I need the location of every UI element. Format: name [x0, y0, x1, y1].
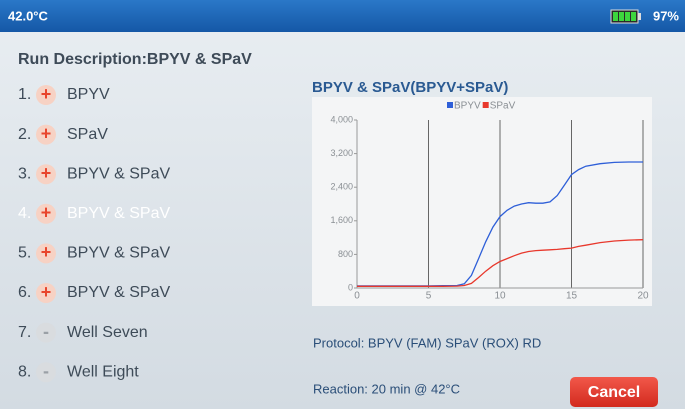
x-tick-label: 20	[637, 291, 649, 302]
well-icon[interactable]	[36, 362, 56, 383]
well-label[interactable]: BPYV & SPaV	[67, 165, 170, 182]
well-icon[interactable]	[36, 283, 56, 303]
well-icon[interactable]	[36, 243, 56, 264]
legend-label: SPaV	[490, 101, 516, 112]
well-number[interactable]: 2.	[18, 126, 31, 143]
battery-level: 97%	[653, 8, 679, 23]
cancel-button[interactable]: Cancel	[570, 377, 658, 407]
well-label[interactable]: Well Seven	[67, 324, 148, 341]
well-number[interactable]: 3.	[18, 165, 31, 182]
well-label[interactable]: SPaV	[67, 126, 108, 143]
well-item[interactable]: 1. + BPYV	[18, 84, 110, 105]
well-sign[interactable]: -	[43, 361, 49, 381]
well-number[interactable]: 1.	[18, 86, 31, 103]
y-tick-label: 1,600	[330, 215, 353, 225]
x-tick-label: 5	[426, 291, 432, 302]
x-tick-label: 0	[354, 291, 360, 302]
legend-swatch	[482, 102, 489, 108]
well-item[interactable]: 5. + BPYV & SPaV	[18, 242, 170, 264]
well-number[interactable]: 6.	[18, 284, 31, 301]
y-tick-label: 0	[348, 282, 353, 292]
well-sign[interactable]: +	[41, 123, 52, 143]
well-number[interactable]: 8.	[18, 363, 31, 380]
run-description: Run Description:BPYV & SPaV	[18, 51, 252, 68]
well-icon[interactable]	[36, 164, 56, 185]
well-sign[interactable]: -	[43, 321, 49, 341]
data-line	[357, 239, 644, 287]
cancel-label[interactable]: Cancel	[588, 384, 640, 401]
well-item[interactable]: 8. - Well Eight	[18, 361, 139, 383]
cancel-button-bg[interactable]	[570, 377, 658, 407]
well-label[interactable]: BPYV	[67, 86, 110, 103]
x-tick-label: 15	[566, 291, 578, 302]
well-icon[interactable]	[36, 85, 56, 105]
well-sign[interactable]: +	[41, 163, 52, 183]
legend-swatch	[447, 102, 453, 108]
well-number[interactable]: 7.	[18, 324, 31, 341]
well-label[interactable]: Well Eight	[67, 363, 139, 380]
well-number[interactable]: 5.	[18, 245, 31, 262]
well-sign[interactable]: +	[41, 242, 52, 262]
well-number[interactable]: 4.	[18, 205, 31, 222]
well-sign[interactable]: +	[41, 203, 52, 223]
y-tick-label: 2,400	[330, 182, 353, 192]
chart-title: BPYV & SPaV(BPYV+SPaV)	[312, 79, 508, 96]
well-item[interactable]: 2. + SPaV	[18, 123, 108, 145]
well-sign[interactable]: +	[41, 84, 52, 104]
battery-icon	[610, 9, 641, 24]
well-label[interactable]: BPYV & SPaV	[67, 284, 170, 301]
y-tick-label: 3,200	[330, 148, 353, 158]
well-icon[interactable]	[36, 203, 56, 224]
well-item[interactable]: 3. + BPYV & SPaV	[18, 163, 170, 185]
temperature: 42.0°C	[8, 8, 49, 23]
well-label[interactable]: BPYV & SPaV	[67, 205, 170, 222]
well-item[interactable]: 6. + BPYV & SPaV	[18, 282, 170, 303]
well-icon[interactable]	[36, 322, 56, 343]
legend-label: BPYV	[454, 101, 481, 112]
well-label[interactable]: BPYV & SPaV	[67, 245, 170, 262]
well-icon[interactable]	[36, 124, 56, 145]
protocol: Protocol: BPYV (FAM) SPaV (ROX) RD	[313, 335, 541, 350]
y-tick-label: 4,000	[330, 114, 353, 124]
well-item[interactable]: 4. + BPYV & SPaV	[18, 203, 170, 224]
x-tick-label: 10	[494, 291, 506, 302]
well-sign[interactable]: +	[41, 282, 52, 302]
chart-panel	[312, 97, 652, 306]
status-bar	[0, 0, 685, 32]
y-tick-label: 800	[338, 249, 353, 259]
reaction: Reaction: 20 min @ 42°C	[313, 381, 460, 396]
well-item[interactable]: 7. - Well Seven	[18, 321, 148, 343]
